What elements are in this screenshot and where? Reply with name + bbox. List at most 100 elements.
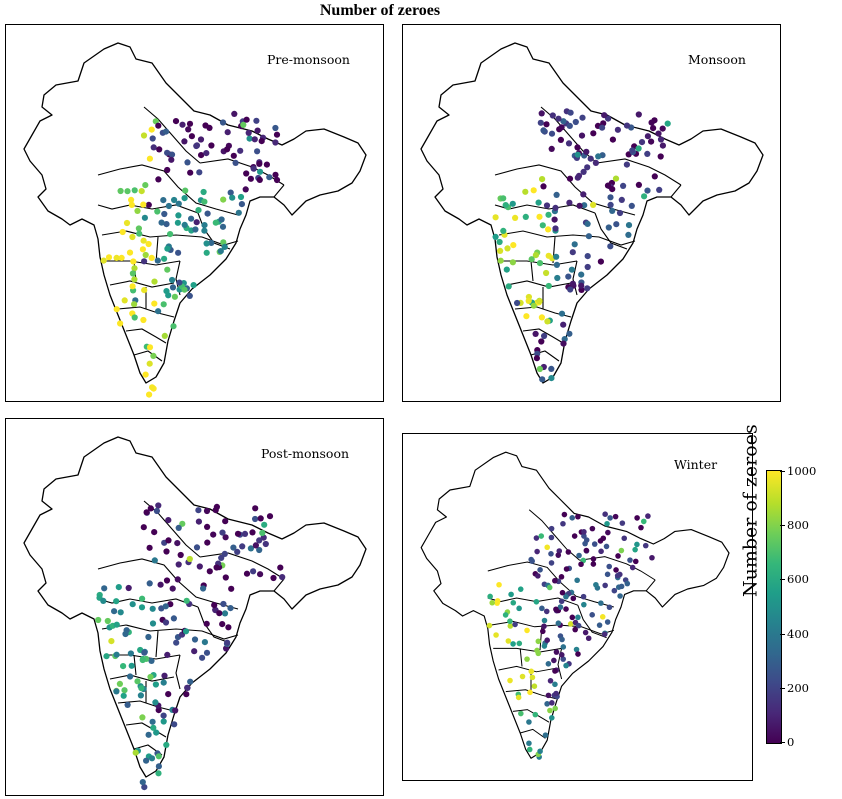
state-boundary	[577, 605, 607, 639]
country-outline	[23, 436, 367, 778]
station-marker	[195, 507, 202, 514]
station-marker	[619, 520, 626, 526]
station-marker	[243, 570, 251, 577]
station-marker	[128, 201, 135, 208]
station-marker	[618, 547, 625, 554]
state-boundary	[498, 665, 557, 673]
station-marker	[192, 226, 199, 233]
station-marker	[563, 593, 569, 600]
station-marker	[571, 533, 578, 539]
map-monsoon	[420, 42, 764, 384]
station-marker	[518, 710, 524, 717]
station-marker	[657, 153, 664, 160]
station-marker	[569, 614, 576, 621]
station-marker	[196, 169, 203, 176]
station-marker	[138, 685, 145, 692]
station-marker	[263, 161, 270, 168]
station-marker	[163, 548, 170, 555]
station-marker	[543, 269, 550, 277]
station-marker	[257, 571, 264, 578]
station-marker	[258, 138, 265, 145]
colorbar-title: Number of zeroes	[739, 424, 762, 597]
station-marker	[565, 140, 573, 147]
station-marker	[174, 540, 181, 547]
station-marker	[557, 604, 564, 610]
station-marker	[198, 152, 205, 159]
station-marker	[538, 338, 545, 345]
station-marker	[634, 541, 640, 548]
station-marker	[644, 187, 651, 194]
station-marker	[123, 219, 131, 227]
station-marker	[163, 577, 171, 584]
station-marker	[145, 633, 152, 641]
station-marker	[224, 639, 231, 646]
station-marker	[551, 216, 558, 223]
station-marker	[632, 558, 639, 565]
station-marker	[184, 159, 191, 166]
station-marker	[171, 293, 178, 300]
station-marker	[502, 612, 509, 618]
station-marker	[279, 574, 286, 581]
station-marker	[181, 195, 188, 202]
station-marker	[240, 121, 247, 128]
colorbar	[766, 470, 782, 744]
station-marker	[136, 230, 143, 237]
station-marker	[544, 701, 550, 707]
state-boundary	[520, 728, 546, 739]
station-marker	[578, 282, 585, 289]
station-marker	[605, 224, 612, 231]
station-marker	[650, 125, 657, 132]
country-outline	[23, 42, 367, 384]
state-boundary	[97, 558, 239, 610]
station-marker	[203, 150, 210, 157]
station-marker	[140, 201, 147, 208]
station-marker	[212, 219, 219, 226]
station-marker	[542, 732, 549, 738]
station-marker	[565, 549, 572, 555]
station-marker	[500, 227, 507, 234]
state-boundary	[273, 578, 285, 592]
station-marker	[160, 718, 167, 725]
station-marker	[103, 653, 110, 660]
station-marker	[230, 544, 237, 551]
station-marker	[585, 233, 592, 240]
state-boundary	[175, 654, 181, 690]
station-marker	[629, 564, 636, 571]
panel-label-winter: Winter	[674, 457, 718, 472]
station-marker	[101, 585, 108, 592]
station-marker	[273, 176, 281, 184]
station-marker	[548, 525, 555, 532]
station-marker	[222, 574, 229, 581]
station-marker	[256, 160, 263, 167]
station-marker	[523, 313, 530, 320]
station-marker	[213, 503, 220, 510]
station-marker	[156, 146, 163, 153]
station-marker	[567, 621, 574, 627]
station-marker	[141, 214, 148, 221]
station-marker	[183, 691, 190, 698]
station-marker	[127, 650, 134, 657]
station-marker	[616, 209, 624, 217]
station-marker	[220, 196, 227, 203]
station-marker	[536, 298, 543, 305]
station-marker	[614, 572, 621, 579]
colorbar-tick-200	[780, 688, 785, 689]
station-marker	[635, 111, 642, 118]
state-boundary	[522, 328, 564, 344]
station-marker	[560, 656, 567, 662]
station-marker	[548, 145, 555, 152]
station-marker	[528, 668, 535, 675]
station-marker	[272, 124, 279, 132]
station-marker	[193, 544, 201, 551]
station-marker	[211, 602, 218, 609]
station-marker	[243, 170, 250, 177]
station-marker	[168, 156, 175, 163]
station-marker	[558, 574, 565, 580]
station-marker	[145, 240, 152, 248]
station-marker	[533, 598, 540, 605]
station-marker	[172, 707, 179, 714]
station-marker	[262, 540, 269, 548]
station-marker	[502, 202, 509, 209]
station-marker	[259, 529, 266, 537]
station-marker	[532, 330, 539, 337]
